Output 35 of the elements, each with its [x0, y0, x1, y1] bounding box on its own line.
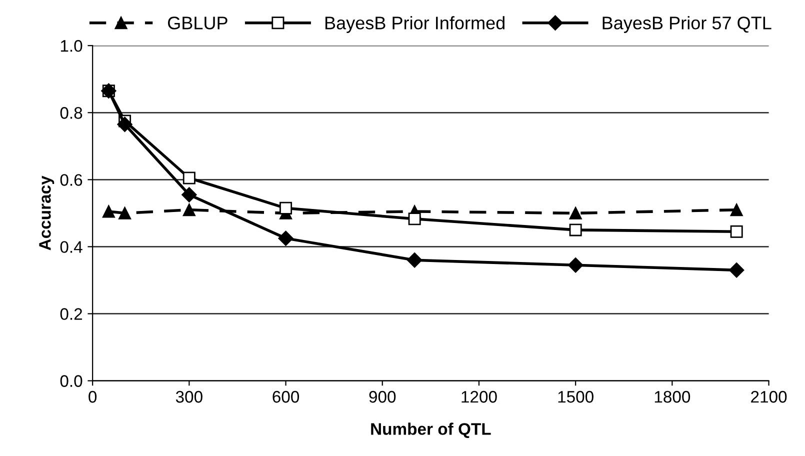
point — [407, 252, 422, 268]
y-tick-label: 0.6 — [60, 174, 82, 186]
point — [569, 224, 582, 236]
point — [569, 206, 582, 220]
legend-label: BayesB Prior 57 QTL — [602, 16, 772, 33]
point — [118, 206, 132, 220]
y-tick-label: 1.0 — [60, 40, 82, 52]
y-tick-label: 0.4 — [60, 241, 82, 253]
point — [278, 230, 294, 246]
x-axis-title: Number of QTL — [371, 422, 491, 438]
point — [182, 187, 197, 202]
point — [568, 258, 584, 273]
y-axis-title: Accuracy — [39, 176, 54, 250]
x-tick-label: 300 — [176, 390, 202, 403]
legend-label: GBLUP — [168, 16, 228, 30]
point — [182, 204, 196, 216]
point — [730, 204, 743, 216]
x-tick-label: 0 — [88, 390, 97, 403]
y-tick-label: 0.0 — [60, 375, 82, 387]
point — [102, 205, 115, 218]
x-tick-label: 2100 — [751, 390, 787, 403]
point — [729, 262, 744, 278]
point — [730, 225, 743, 238]
x-tick-label: 1500 — [558, 390, 594, 403]
x-tick-label: 600 — [272, 390, 300, 403]
y-tick-label: 0.2 — [60, 308, 82, 320]
legend-label: BayesB Prior Informed — [325, 16, 504, 33]
point — [408, 212, 421, 226]
y-tick-label: 0.8 — [60, 107, 82, 119]
x-tick-label: 1800 — [654, 390, 690, 403]
x-tick-label: 1200 — [462, 390, 497, 403]
point — [117, 116, 132, 132]
x-tick-label: 900 — [369, 390, 396, 403]
point — [182, 172, 196, 184]
point — [280, 202, 292, 214]
